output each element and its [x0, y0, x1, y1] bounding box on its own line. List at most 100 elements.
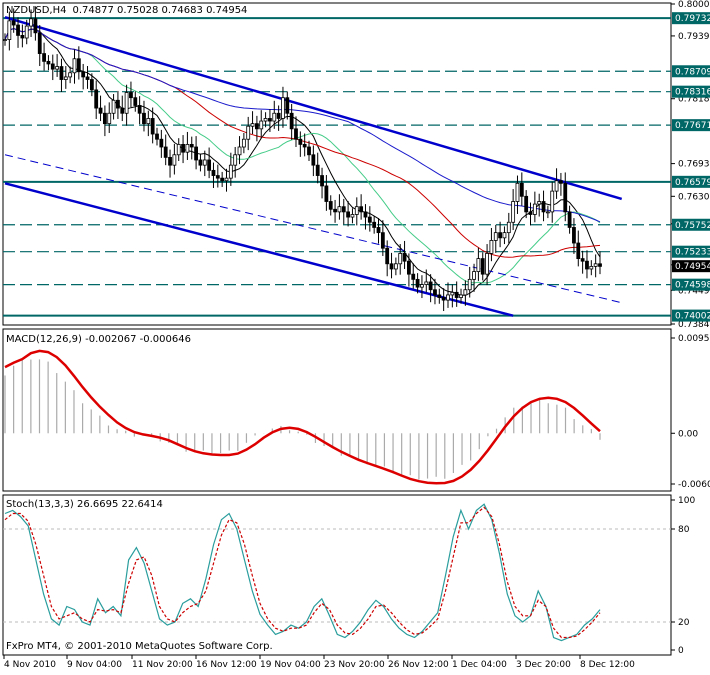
candle-body: [146, 118, 151, 125]
candle-body: [402, 253, 407, 262]
candle-body: [585, 260, 589, 270]
stoch-tick-label: 100: [678, 496, 695, 506]
candle-body: [420, 284, 424, 288]
candle-body: [424, 281, 429, 285]
candle-body: [324, 185, 329, 202]
candle-body: [281, 97, 285, 119]
candle-body: [359, 206, 364, 213]
candle-body: [76, 58, 81, 73]
candle-body: [215, 175, 220, 179]
time-tick-label: 23 Nov 20:00: [324, 660, 385, 670]
stoch-tick-label: 80: [678, 525, 690, 535]
candle-body: [380, 232, 385, 249]
candle-body: [389, 263, 394, 270]
candle-body: [46, 60, 51, 65]
macd-panel[interactable]: [2, 328, 672, 492]
stoch-tick-label: 20: [678, 618, 690, 628]
candle-body: [107, 112, 112, 125]
trend-channel: [4, 16, 623, 317]
candle-body: [7, 20, 12, 40]
candle-body: [559, 180, 563, 184]
candle-body: [102, 112, 107, 125]
macd-tick-label: 0.00: [678, 429, 698, 439]
candle-body: [237, 146, 242, 156]
candle-body: [485, 253, 489, 275]
candle-body: [194, 146, 198, 161]
candle-body: [89, 79, 94, 91]
time-tick-label: 8 Dec 12:00: [580, 660, 635, 670]
candle-body: [433, 289, 437, 296]
level-price-label: 0.77671: [675, 121, 710, 131]
candle-body: [446, 294, 450, 301]
macd-label: MACD(12,26,9) -0.002067 -0.000646: [6, 334, 191, 345]
time-axis: 4 Nov 2010 9 Nov 04:00 11 Nov 20:00 16 Nov …: [3, 655, 635, 670]
candle-body: [294, 128, 298, 140]
candle-body: [289, 112, 294, 130]
level-price-tag: [672, 175, 710, 188]
candle-body: [63, 76, 68, 80]
level-price-label: 0.74002: [675, 312, 710, 322]
candle-body: [346, 211, 351, 218]
symbol-header: NZDUSD,H4 0.74877 0.75028 0.74683 0.74954: [6, 5, 247, 16]
candle-body: [537, 201, 542, 205]
macd-tick-label: -0.006097: [678, 480, 710, 490]
stoch-panel[interactable]: [2, 494, 672, 656]
candle-body: [29, 18, 33, 27]
price-bars: [3, 6, 602, 312]
level-price-label: 0.76579: [675, 178, 710, 188]
price-panel[interactable]: [2, 2, 672, 326]
candle-body: [580, 258, 585, 262]
candle-body: [276, 112, 281, 119]
ma-long-line: [4, 27, 601, 223]
price-tick-label: 0.80005: [678, 0, 710, 10]
candle-body: [550, 190, 555, 213]
candle-body: [454, 291, 459, 298]
candle-body: [176, 144, 181, 156]
candle-body: [398, 253, 403, 265]
candle-body: [519, 182, 524, 197]
candle-body: [502, 232, 507, 239]
candle-body: [489, 240, 494, 254]
candle-body: [120, 107, 125, 114]
candle-body: [372, 221, 377, 228]
candle-body: [150, 118, 155, 135]
level-price-tag: [672, 309, 710, 322]
level-price-label: 0.75233: [675, 248, 710, 258]
current-price-label: 0.74954: [675, 262, 710, 272]
candle-body: [393, 263, 398, 270]
macd-signal-line: [4, 349, 601, 485]
level-price-tag: [672, 12, 710, 25]
channel-line: [4, 182, 514, 317]
candle-body: [407, 260, 411, 275]
candle-body: [94, 89, 99, 109]
macd-indicator: 0.009574 0.00 -0.006097: [4, 334, 710, 490]
candle-body: [111, 99, 116, 114]
stoch-tick-label: 0: [678, 646, 684, 656]
candle-body: [24, 25, 29, 39]
channel-line: [4, 16, 623, 201]
candle-body: [211, 169, 216, 176]
candle-body: [363, 211, 368, 218]
candle-body: [337, 206, 342, 213]
candle-body: [428, 281, 433, 291]
candle-body: [228, 164, 233, 179]
candle-body: [50, 63, 55, 70]
time-tick-label: 11 Nov 20:00: [132, 660, 193, 670]
candle-body: [472, 271, 476, 280]
candle-body: [207, 159, 212, 171]
level-price-label: 0.74598: [675, 281, 710, 291]
candle-body: [33, 18, 38, 34]
candle-body: [246, 125, 251, 140]
time-tick-label: 16 Nov 12:00: [196, 660, 257, 670]
stoch-signal-line: [4, 506, 601, 639]
candle-body: [528, 211, 533, 215]
candle-body: [307, 146, 311, 156]
candle-body: [233, 154, 238, 166]
candle-body: [185, 144, 190, 153]
